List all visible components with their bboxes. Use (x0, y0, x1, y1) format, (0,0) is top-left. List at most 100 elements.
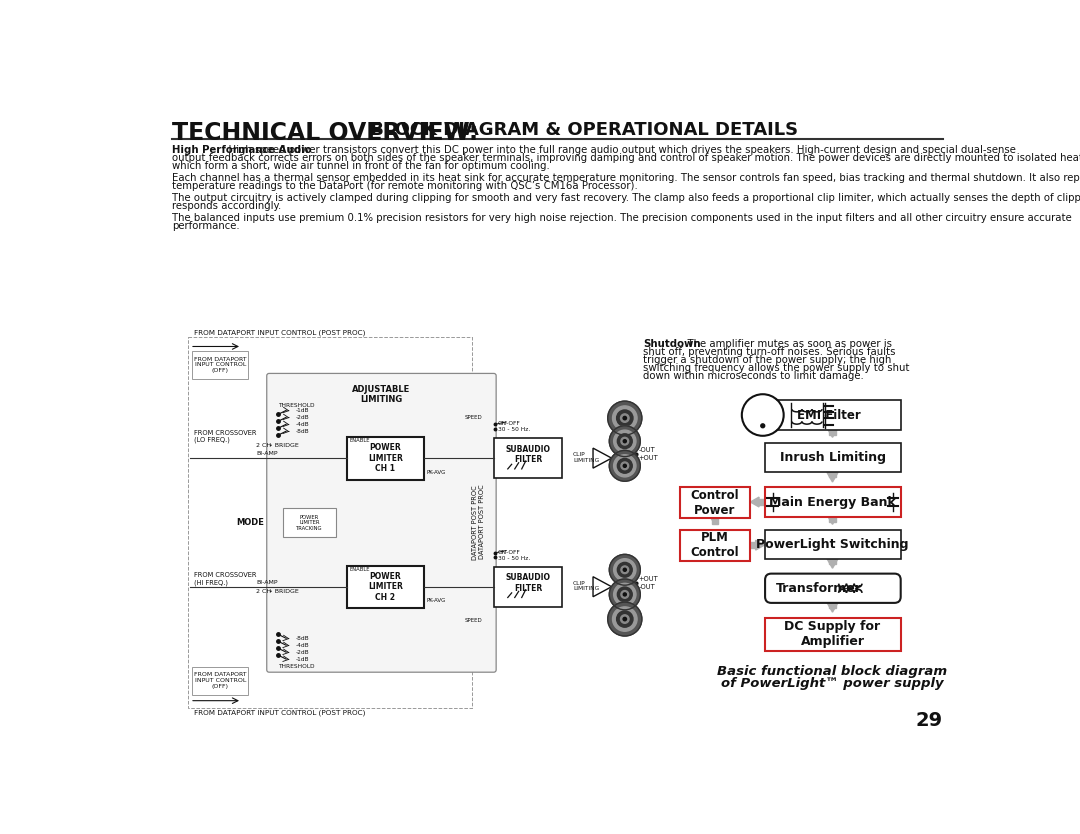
Bar (347, 437, 424, 480)
Bar (765, 530, 901, 559)
Text: Each channel has a thermal sensor embedded in its heat sink for accurate tempera: Each channel has a thermal sensor embedd… (172, 173, 1080, 183)
Text: . The amplifier mutes as soon as power is: . The amplifier mutes as soon as power i… (681, 339, 892, 349)
Text: Shutdown: Shutdown (644, 339, 701, 349)
Circle shape (623, 617, 626, 620)
Circle shape (621, 437, 629, 445)
Polygon shape (751, 542, 756, 548)
FancyBboxPatch shape (267, 374, 496, 672)
Text: output feedback corrects errors on both sides of the speaker terminals, improvin: output feedback corrects errors on both … (172, 153, 1080, 163)
Circle shape (743, 396, 782, 435)
Bar (765, 617, 901, 651)
Polygon shape (756, 410, 765, 420)
Polygon shape (759, 499, 765, 505)
Text: 29: 29 (916, 711, 943, 730)
Text: 2 CH: 2 CH (256, 589, 271, 594)
Circle shape (760, 424, 765, 428)
Text: -OUT: -OUT (638, 584, 656, 590)
Circle shape (623, 465, 626, 467)
Circle shape (617, 410, 633, 426)
Text: 30 - 50 Hz.: 30 - 50 Hz. (498, 427, 530, 432)
Text: CH 2: CH 2 (613, 582, 635, 591)
Text: 30 - 50 Hz.: 30 - 50 Hz. (498, 556, 530, 561)
Text: SUBAUDIO
FILTER: SUBAUDIO FILTER (505, 445, 551, 464)
Bar (192, 351, 248, 379)
Circle shape (609, 555, 640, 585)
Text: -2dB: -2dB (296, 414, 309, 420)
Circle shape (613, 430, 636, 452)
Text: CLIP
LIMITING: CLIP LIMITING (572, 452, 599, 463)
Text: which form a short, wide air tunnel in front of the fan for optimum cooling.: which form a short, wide air tunnel in f… (172, 161, 550, 171)
Text: ON-OFF: ON-OFF (498, 421, 521, 426)
Text: The output circuitry is actively clamped during clipping for smooth and very fas: The output circuitry is actively clamped… (172, 193, 1080, 203)
Text: +OUT: +OUT (638, 575, 659, 581)
Text: DC Supply for
Amplifier: DC Supply for Amplifier (784, 620, 880, 649)
Text: FROM DATAPORT INPUT CONTROL (POST PROC): FROM DATAPORT INPUT CONTROL (POST PROC) (194, 329, 365, 336)
Bar (188, 337, 472, 708)
Bar (679, 487, 750, 518)
Text: performance.: performance. (172, 221, 240, 231)
Text: -8dB: -8dB (296, 429, 309, 434)
Text: PK-AVG: PK-AVG (427, 470, 446, 475)
Text: switching frequency allows the power supply to shut: switching frequency allows the power sup… (644, 363, 910, 373)
Text: CH 1: CH 1 (613, 454, 635, 463)
Text: DATAPORT POST PROC: DATAPORT POST PROC (480, 485, 485, 560)
Circle shape (609, 579, 640, 610)
Circle shape (612, 607, 637, 631)
Text: responds accordingly.: responds accordingly. (172, 201, 282, 211)
Text: FROM DATAPORT
INPUT CONTROL
(OFF): FROM DATAPORT INPUT CONTROL (OFF) (194, 672, 246, 689)
Text: Basic functional block diagram: Basic functional block diagram (717, 666, 947, 678)
Circle shape (613, 583, 636, 605)
Text: FROM CROSSOVER
(HI FREQ.): FROM CROSSOVER (HI FREQ.) (194, 572, 256, 585)
Polygon shape (829, 428, 836, 435)
Circle shape (618, 434, 632, 449)
Circle shape (618, 562, 632, 577)
Circle shape (621, 590, 629, 598)
Circle shape (621, 566, 629, 574)
Text: FROM DATAPORT INPUT CONTROL (POST PROC): FROM DATAPORT INPUT CONTROL (POST PROC) (194, 710, 365, 716)
Circle shape (621, 615, 629, 623)
Text: PLM
Control: PLM Control (690, 531, 739, 559)
Text: of PowerLight™ power supply: of PowerLight™ power supply (721, 677, 944, 690)
Text: -8dB: -8dB (296, 636, 309, 641)
Text: SUBAUDIO
FILTER: SUBAUDIO FILTER (505, 573, 551, 593)
Polygon shape (756, 412, 784, 418)
Text: EMI Filter: EMI Filter (797, 409, 861, 421)
Text: POWER
LIMITER
TRACKING: POWER LIMITER TRACKING (296, 515, 323, 531)
Text: Transformer: Transformer (775, 582, 862, 595)
Text: POWER
LIMITER
CH 1: POWER LIMITER CH 1 (368, 443, 403, 473)
Circle shape (621, 462, 629, 470)
Circle shape (617, 611, 633, 627)
Text: -1dB: -1dB (296, 408, 309, 413)
FancyBboxPatch shape (765, 574, 901, 603)
Bar (765, 443, 901, 472)
Polygon shape (827, 472, 838, 482)
Bar (765, 487, 901, 516)
Text: trigger a shutdown of the power supply; the high: trigger a shutdown of the power supply; … (644, 355, 892, 365)
Text: ADJUSTABLE
LIMITING: ADJUSTABLE LIMITING (352, 385, 410, 404)
Text: Control
Power: Control Power (690, 489, 739, 517)
Polygon shape (827, 559, 838, 568)
Text: DATAPORT POST PROC: DATAPORT POST PROC (472, 485, 478, 560)
Bar (494, 438, 562, 478)
Text: -4dB: -4dB (296, 643, 309, 648)
Text: THRESHOLD: THRESHOLD (279, 403, 315, 408)
Bar (192, 667, 248, 695)
Text: ENABLE: ENABLE (350, 566, 370, 571)
Text: 2 CH: 2 CH (256, 444, 271, 449)
Bar (347, 566, 424, 608)
Text: Inrush Limiting: Inrush Limiting (780, 451, 886, 464)
Text: • BRIDGE: • BRIDGE (269, 444, 299, 449)
Text: THRESHOLD: THRESHOLD (279, 664, 315, 669)
Circle shape (621, 414, 629, 422)
Text: SPEED: SPEED (464, 618, 482, 623)
Text: -2dB: -2dB (296, 650, 309, 655)
Text: PK-AVG: PK-AVG (427, 598, 446, 603)
Polygon shape (756, 540, 765, 550)
Text: temperature readings to the DataPort (for remote monitoring with QSC’s CM16a Pro: temperature readings to the DataPort (fo… (172, 181, 638, 191)
Polygon shape (827, 428, 838, 437)
Bar (494, 566, 562, 607)
Text: BLOCK DIAGRAM & OPERATIONAL DETAILS: BLOCK DIAGRAM & OPERATIONAL DETAILS (364, 121, 798, 139)
Polygon shape (712, 515, 718, 524)
Circle shape (612, 406, 637, 430)
Text: ON-OFF: ON-OFF (498, 550, 521, 555)
